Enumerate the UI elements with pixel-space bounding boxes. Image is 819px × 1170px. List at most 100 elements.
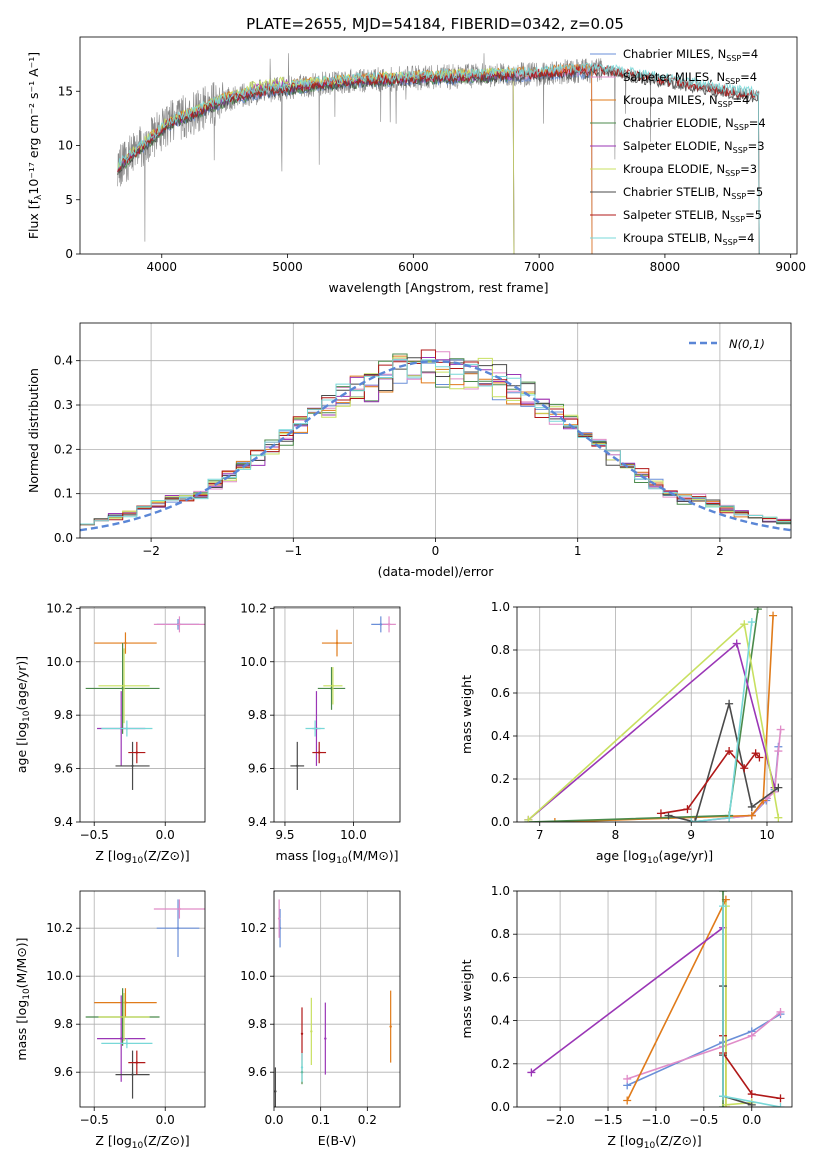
data-point bbox=[274, 1090, 277, 1093]
weight-marker bbox=[687, 818, 696, 822]
nssp-value: =4 bbox=[733, 93, 750, 107]
subscript: SSP bbox=[726, 54, 741, 63]
weight-marker bbox=[769, 611, 778, 620]
y-tick-label: 1.0 bbox=[491, 600, 510, 614]
mass-vs-metallicity-panel: −0.5 0.0 9.6 9.8 10.0 10.2 Z [log10(Z/Z⊙)] mass… bbox=[14, 890, 206, 1151]
legend-label: Chabrier STELIB, NSSP=5 bbox=[623, 185, 763, 201]
y-tick-label: 10.2 bbox=[240, 921, 267, 935]
data-point bbox=[131, 764, 134, 768]
data-point bbox=[178, 907, 181, 911]
data-point bbox=[125, 1042, 129, 1045]
y-axis-label: Flux [fλ10⁻¹⁷ erg cm⁻² s⁻¹ A⁻¹] bbox=[26, 52, 44, 239]
x-tick-label: −1.0 bbox=[641, 1113, 670, 1127]
nssp-value: =5 bbox=[745, 208, 762, 222]
y-tick-label: 9.8 bbox=[54, 708, 73, 722]
y-tick-label: 5 bbox=[65, 193, 73, 207]
data-point bbox=[317, 751, 321, 754]
data-point bbox=[135, 751, 139, 754]
axes-frame bbox=[79, 36, 798, 255]
weight-marker bbox=[753, 607, 762, 614]
residual-histogram bbox=[80, 357, 791, 525]
weight-marker bbox=[776, 1103, 785, 1107]
y-axis-label: mass weight bbox=[459, 959, 474, 1038]
label-rest: (Z/Z⊙)] bbox=[143, 848, 189, 863]
legend-label: Chabrier MILES, NSSP=4 bbox=[623, 47, 758, 63]
legend-label: Salpeter ELODIE, NSSP=3 bbox=[623, 139, 765, 155]
data-point bbox=[310, 1030, 313, 1033]
plot-area bbox=[274, 899, 392, 1107]
y-tick-label: 0.3 bbox=[54, 398, 73, 412]
x-tick-label: 9.5 bbox=[275, 828, 294, 842]
model-spectrum bbox=[142, 65, 593, 254]
weight-marker bbox=[725, 699, 734, 708]
y-axis-label: mass weight bbox=[459, 675, 474, 754]
x-tick-label: 8000 bbox=[650, 260, 681, 274]
nssp-value: =3 bbox=[740, 162, 757, 176]
data-point bbox=[122, 684, 126, 687]
y-tick-label: 15 bbox=[58, 84, 73, 98]
x-tick-label: −0.5 bbox=[689, 1113, 718, 1127]
subscript: λ bbox=[34, 194, 44, 200]
weight-marker bbox=[683, 805, 692, 814]
data-point bbox=[121, 687, 124, 690]
data-point bbox=[119, 1037, 123, 1040]
x-tick-label: 9 bbox=[687, 828, 695, 842]
weight-marker bbox=[747, 1031, 756, 1040]
y-tick-label: 0.8 bbox=[491, 643, 510, 657]
weight-marker bbox=[776, 1007, 785, 1016]
weight-series bbox=[626, 899, 727, 1107]
axes-frame bbox=[79, 322, 792, 539]
legend-label: Chabrier ELODIE, NSSP=4 bbox=[623, 116, 766, 132]
legend-label: N(0,1) bbox=[729, 337, 765, 351]
subscript: 10 bbox=[647, 856, 659, 866]
y-tick-label: 0.0 bbox=[491, 815, 510, 829]
axes-frame bbox=[79, 606, 206, 823]
x-tick-label: −1.5 bbox=[593, 1113, 622, 1127]
subscript: 10 bbox=[336, 856, 348, 866]
y-tick-label: 10.0 bbox=[46, 969, 73, 983]
legend-label: Kroupa MILES, NSSP=4 bbox=[623, 93, 749, 109]
model-spectrum bbox=[142, 62, 593, 254]
x-axis-label: Z [log10(Z/Z⊙)] bbox=[607, 1133, 701, 1151]
data-point bbox=[122, 1015, 126, 1019]
x-tick-label: −2.0 bbox=[546, 1113, 575, 1127]
x-axis-label: age [log10(age/yr)] bbox=[596, 848, 713, 866]
subscript: 10 bbox=[644, 1141, 656, 1151]
y-tick-label: 0.4 bbox=[54, 354, 73, 368]
legend-label: Salpeter MILES, NSSP=4 bbox=[623, 70, 757, 86]
model-spectrum bbox=[117, 72, 515, 254]
weight-marker bbox=[623, 1096, 632, 1105]
x-tick-label: 4000 bbox=[146, 260, 177, 274]
x-tick-label: −0.5 bbox=[80, 828, 109, 842]
x-tick-label: 0.0 bbox=[156, 1113, 175, 1127]
x-tick-label: 0 bbox=[432, 544, 440, 558]
x-tick-label: 8 bbox=[612, 828, 620, 842]
plot-area bbox=[85, 616, 205, 790]
axes-frame bbox=[79, 890, 206, 1108]
legend-label: Kroupa STELIB, NSSP=4 bbox=[623, 231, 754, 247]
data-point bbox=[131, 1073, 134, 1076]
plot-area bbox=[85, 899, 205, 1099]
y-tick-label: 9.4 bbox=[54, 815, 73, 829]
x-tick-label: 5000 bbox=[272, 260, 303, 274]
plot-area bbox=[80, 349, 791, 532]
y-tick-label: 0 bbox=[65, 247, 73, 261]
mass-vs-ebv-panel: 0.0 0.1 0.2 9.6 9.8 10.0 10.2 E(B-V) bbox=[240, 890, 401, 1148]
data-point bbox=[331, 684, 335, 687]
y-tick-label: 0.0 bbox=[491, 1100, 510, 1114]
y-tick-label: 0.6 bbox=[491, 970, 510, 984]
subscript: SSP bbox=[723, 238, 738, 247]
weight-marker bbox=[725, 813, 734, 822]
plot-area bbox=[527, 891, 785, 1107]
y-tick-label: 10.0 bbox=[240, 655, 267, 669]
weight-marker bbox=[719, 902, 728, 911]
y-tick-label: 0.4 bbox=[491, 1014, 510, 1028]
plot-area bbox=[290, 616, 396, 790]
y-tick-label: 0.2 bbox=[491, 772, 510, 786]
weight-marker bbox=[776, 725, 785, 734]
weight-marker bbox=[527, 1068, 536, 1077]
y-tick-label: 9.4 bbox=[248, 815, 267, 829]
nssp-value: =4 bbox=[741, 47, 758, 61]
weight-series bbox=[626, 1011, 782, 1080]
